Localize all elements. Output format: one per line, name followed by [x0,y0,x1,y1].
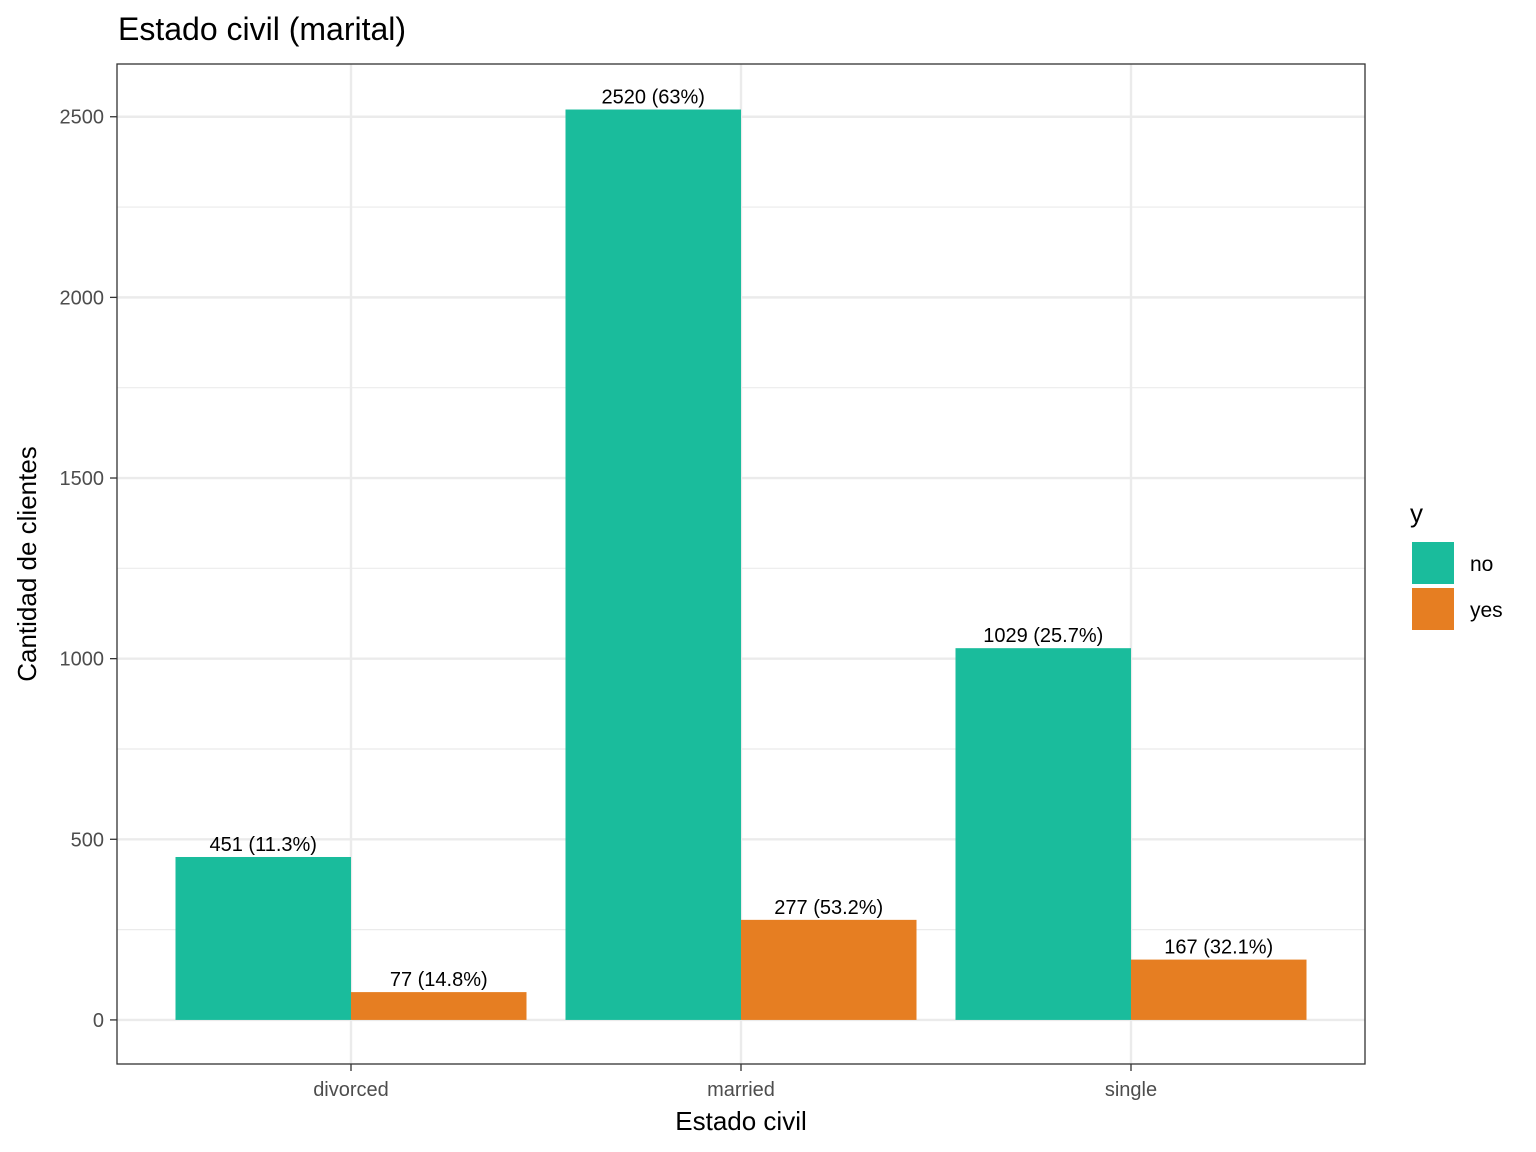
x-tick-label-married: married [707,1079,775,1101]
data-label-divorced-no: 451 (11.3%) [210,834,317,856]
y-axis: 0 500 1000 1500 2000 2500 [60,107,117,1032]
x-tick-label-divorced: divorced [313,1079,389,1101]
legend-key-no [1412,542,1454,584]
y-axis-title: Cantidad de clientes [12,446,42,682]
bar-single-no [955,648,1131,1020]
legend-label-yes: yes [1470,599,1503,622]
y-tick-label: 1000 [60,649,105,671]
bars [175,109,1307,1020]
y-tick-label: 2500 [60,107,105,129]
bar-divorced-no [175,856,351,1020]
legend-title: y [1410,498,1423,528]
y-tick-label: 0 [93,1010,104,1032]
x-axis-title: Estado civil [675,1106,807,1136]
data-label-married-no: 2520 (63%) [602,87,705,109]
bar-divorced-yes [351,992,527,1020]
legend-label-no: no [1470,553,1493,576]
data-label-married-yes: 277 (53.2%) [774,897,883,919]
data-label-single-no: 1029 (25.7%) [983,625,1103,647]
data-label-divorced-yes: 77 (14.8%) [390,969,488,991]
legend-key-yes [1412,588,1454,630]
y-tick-label: 500 [71,829,104,851]
bar-single-yes [1131,959,1307,1020]
bar-married-yes [741,919,917,1020]
x-tick-label-single: single [1105,1079,1157,1101]
legend: y no yes [1410,498,1503,630]
x-axis: divorced married single [313,1064,1157,1101]
bar-married-no [565,109,741,1020]
y-tick-label: 2000 [60,287,105,309]
chart-title: Estado civil (marital) [118,11,406,47]
y-tick-label: 1500 [60,468,105,490]
bar-data-labels: 451 (11.3%) 2520 (63%) 1029 (25.7%) 77 (14.… [210,87,1274,992]
data-label-single-yes: 167 (32.1%) [1164,937,1273,959]
